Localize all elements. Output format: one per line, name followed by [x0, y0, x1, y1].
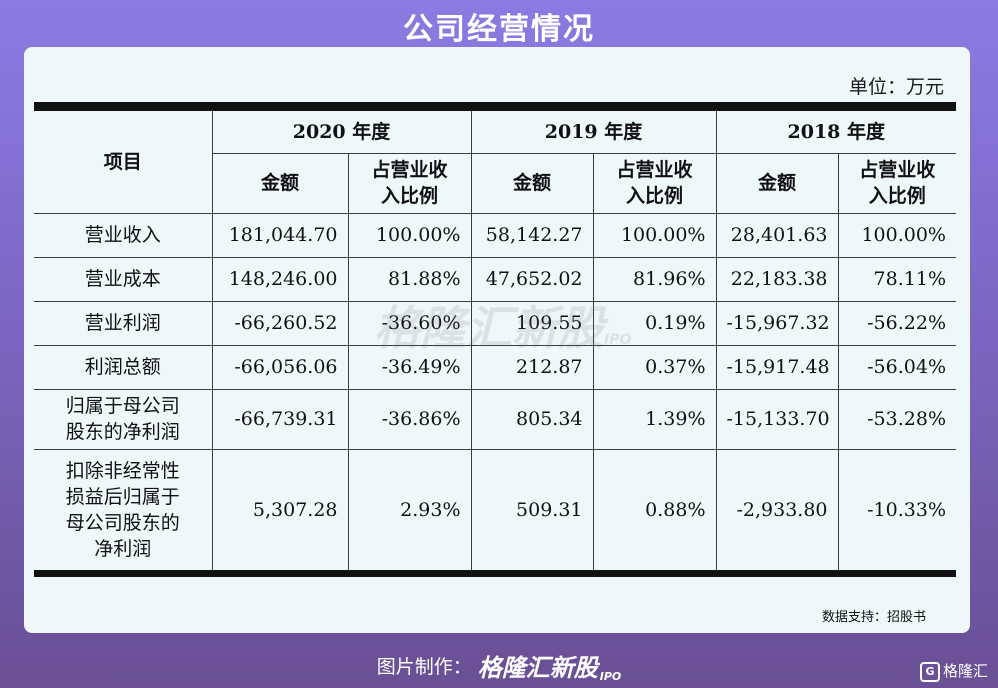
- amount-cell: 212.87: [470, 344, 594, 390]
- ratio-cell: -56.04%: [837, 344, 956, 390]
- amount-cell: 5,307.28: [211, 448, 349, 570]
- amount-cell: -66,739.31: [211, 388, 349, 450]
- financial-table: 项目 2020 年度 2019 年度 2018 年度 金额 占营业收 入比例 金额…: [34, 111, 956, 570]
- amount-header: 金额: [470, 152, 594, 214]
- unit-label: 单位：万元: [848, 76, 944, 98]
- ratio-cell: 0.19%: [592, 300, 717, 346]
- image-credit: 图片制作： 格隆汇新股 IPO: [0, 648, 998, 683]
- credit-label: 图片制作：: [376, 656, 472, 678]
- ratio-cell: 78.11%: [837, 256, 956, 302]
- row-item-label: 利润总额: [34, 344, 213, 390]
- amount-cell: 109.55: [470, 300, 594, 346]
- ratio-cell: 100.00%: [592, 212, 717, 258]
- amount-cell: 22,183.38: [715, 256, 839, 302]
- table-bottom-rule: [34, 570, 956, 577]
- amount-cell: 28,401.63: [715, 212, 839, 258]
- logo-icon: G: [919, 661, 940, 682]
- table-top-rule: [34, 102, 956, 111]
- year-header: 2019 年度: [470, 111, 717, 154]
- amount-cell: 509.31: [470, 448, 594, 570]
- ratio-cell: -53.28%: [837, 388, 956, 450]
- amount-header: 金额: [212, 152, 349, 214]
- amount-header: 金额: [715, 152, 839, 214]
- table-row: 利润总额 -66,056.06 -36.49% 212.87 0.37% -15,917.…: [34, 344, 956, 390]
- amount-cell: -66,056.06: [211, 344, 349, 390]
- amount-cell: -15,133.70: [715, 388, 839, 450]
- ratio-cell: 2.93%: [347, 448, 472, 570]
- ratio-cell: 100.00%: [347, 212, 472, 258]
- row-item-label: 营业成本: [34, 256, 213, 302]
- credit-brand: 格隆汇新股: [477, 654, 598, 682]
- amount-cell: -2,933.80: [715, 448, 839, 570]
- table-row: 营业成本 148,246.00 81.88% 47,652.02 81.96% 22,18…: [34, 256, 956, 302]
- ratio-cell: 81.96%: [592, 256, 717, 302]
- amount-cell: 148,246.00: [211, 256, 349, 302]
- ratio-header: 占营业收 入比例: [592, 152, 717, 214]
- row-item-label: 营业利润: [34, 300, 213, 346]
- credit-tag: IPO: [599, 670, 622, 683]
- amount-cell: 58,142.27: [470, 212, 594, 258]
- row-item-label: 扣除非经常性 损益后归属于 母公司股东的 净利润: [34, 448, 213, 570]
- amount-cell: -15,917.48: [715, 344, 839, 390]
- table-row: 扣除非经常性 损益后归属于 母公司股东的 净利润 5,307.28 2.93% 509.31…: [34, 448, 956, 570]
- page-title: 公司经营情况: [403, 12, 595, 47]
- table-row: 归属于母公司 股东的净利润 -66,739.31 -36.86% 805.34 1.39%…: [34, 388, 956, 450]
- table-row: 营业利润 -66,260.52 -36.60% 109.55 0.19% -15,967.…: [34, 300, 956, 346]
- ratio-cell: 1.39%: [592, 388, 717, 450]
- ratio-cell: -36.60%: [347, 300, 472, 346]
- ratio-cell: 81.88%: [347, 256, 472, 302]
- ratio-cell: -36.49%: [347, 344, 472, 390]
- ratio-cell: -36.86%: [347, 388, 472, 450]
- amount-cell: 181,044.70: [211, 212, 349, 258]
- amount-cell: -66,260.52: [211, 300, 349, 346]
- amount-cell: -15,967.32: [715, 300, 839, 346]
- ratio-cell: -56.22%: [837, 300, 956, 346]
- year-header: 2020 年度: [211, 111, 472, 154]
- ratio-cell: -10.33%: [837, 448, 956, 570]
- corner-logo: G 格隆汇: [919, 660, 988, 682]
- ratio-header: 占营业收 入比例: [837, 152, 956, 214]
- row-item-label: 归属于母公司 股东的净利润: [34, 388, 213, 450]
- amount-cell: 47,652.02: [470, 256, 594, 302]
- report-card: 单位：万元 项目 2020 年度 2019 年度 2018 年度 金额 占营业收…: [24, 47, 970, 633]
- amount-cell: 805.34: [470, 388, 594, 450]
- table-row: 营业收入 181,044.70 100.00% 58,142.27 100.00% 28,…: [34, 212, 956, 258]
- ratio-cell: 100.00%: [837, 212, 956, 258]
- ratio-cell: 0.88%: [592, 448, 717, 570]
- item-header: 项目: [34, 111, 213, 214]
- corner-logo-text: 格隆汇: [942, 662, 988, 680]
- year-header: 2018 年度: [715, 111, 956, 154]
- row-item-label: 营业收入: [34, 212, 213, 258]
- data-source: 数据支持：招股书: [821, 610, 926, 625]
- ratio-header: 占营业收 入比例: [347, 152, 472, 214]
- ratio-cell: 0.37%: [592, 344, 717, 390]
